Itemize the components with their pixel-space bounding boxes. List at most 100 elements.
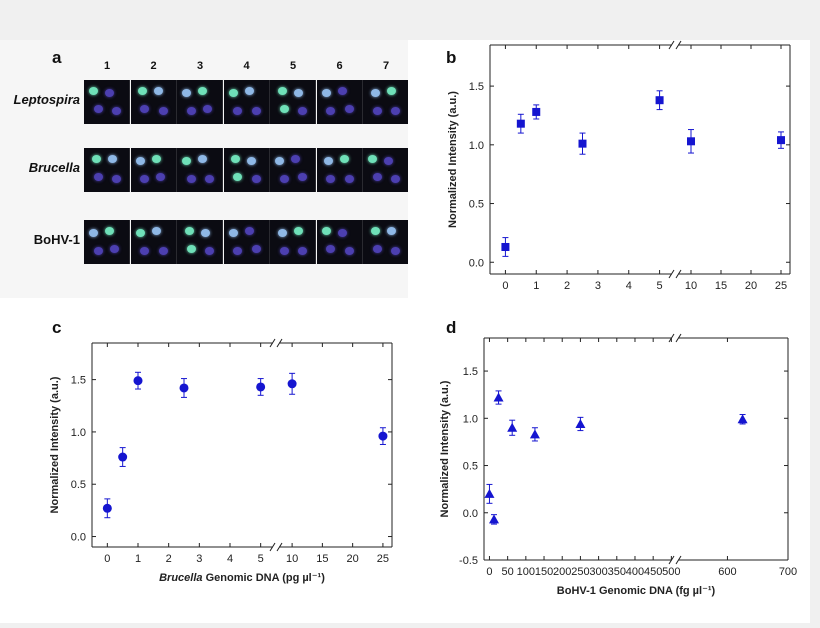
- fluorescent-spot: [140, 174, 150, 183]
- fluorescent-spot: [158, 246, 168, 255]
- data-point: [501, 242, 510, 251]
- y-axis-label: Normalized Intensity (a.u.): [447, 91, 459, 228]
- x-tick-label: 700: [779, 566, 797, 578]
- fluorescent-spot: [182, 89, 192, 98]
- x-tick-label: 0: [486, 566, 492, 578]
- x-tick-label: 1: [135, 553, 141, 565]
- x-tick-label: 15: [715, 280, 727, 292]
- data-point: [578, 139, 587, 148]
- microarray-tile: [177, 148, 223, 192]
- axis-break-mark: [675, 555, 682, 565]
- y-tick-label: 1.0: [469, 140, 484, 152]
- x-tick-label: 25: [775, 280, 787, 292]
- x-tick-label: 4: [227, 553, 233, 565]
- axis-break-mark: [668, 269, 675, 279]
- microarray-tile: [363, 148, 409, 192]
- axis-break-mark: [276, 542, 283, 552]
- data-point: [287, 379, 297, 389]
- lane-number: 7: [382, 60, 390, 72]
- fluorescent-spot: [109, 244, 119, 253]
- microarray-tile: [223, 80, 270, 124]
- y-tick-label: 1.5: [71, 375, 86, 387]
- lane-number: 6: [336, 60, 343, 72]
- data-point: [655, 96, 664, 105]
- microarray-tile: [316, 148, 363, 192]
- fluorescent-spot: [368, 155, 378, 163]
- panel-b-chart: b 0.0 0.5 1.0 1.5 0 1 2 3 4 5 10 15 20 25 Normalized I…: [408, 40, 810, 311]
- y-tick-label: 1.5: [463, 366, 478, 378]
- y-tick-label: -0.5: [459, 555, 478, 567]
- panel-letter-d: d: [446, 318, 457, 337]
- x-tick-label: 25: [377, 553, 389, 565]
- x-tick-label: 3: [595, 280, 601, 292]
- fluorescent-spot: [112, 174, 122, 183]
- data-point: [118, 452, 128, 462]
- data-point: [378, 431, 388, 441]
- panel-d-chart: d -0.5 0.0 0.5 1.0 1.5 0 50 100 150 200 250 300 350 4…: [408, 298, 810, 623]
- fluorescent-spot: [93, 246, 103, 255]
- data-point: [256, 382, 266, 392]
- y-tick-label: 0.5: [469, 199, 484, 211]
- x-axis-label: Brucella Genomic DNA (pg µl⁻¹): [159, 572, 325, 584]
- x-tick-label: 100: [517, 566, 535, 578]
- fluorescent-spot: [370, 227, 380, 235]
- fluorescent-spot: [91, 155, 101, 163]
- fluorescent-spot: [337, 229, 347, 238]
- fluorescent-spot: [89, 87, 99, 95]
- data-point: [777, 136, 785, 145]
- row-label: Brucella: [28, 160, 80, 175]
- fluorescent-spot: [151, 155, 161, 163]
- axis-break-mark: [675, 333, 682, 343]
- x-tick-label: 450: [644, 566, 662, 578]
- fluorescent-spot: [200, 229, 210, 238]
- data-point: [575, 418, 586, 428]
- chart-b-svg: 0.0 0.5 1.0 1.5 0 1 2 3 4 5 10 15 20 25 Normalized Int…: [447, 40, 791, 311]
- microarray-tile: [84, 80, 130, 124]
- fluorescent-spot: [275, 157, 285, 166]
- x-tick-label: 250: [571, 566, 589, 578]
- fluorescent-spot: [277, 87, 287, 95]
- fluorescent-spot: [158, 106, 168, 115]
- fluorescent-spot: [344, 246, 354, 255]
- x-tick-label: 300: [589, 566, 607, 578]
- fluorescent-spot: [112, 106, 122, 115]
- fluorescent-spot: [251, 106, 261, 115]
- fluorescent-spot: [293, 227, 303, 235]
- x-tick-label: 5: [258, 553, 264, 565]
- x-tick-label: 0: [502, 280, 508, 292]
- x-tick-label: 350: [608, 566, 626, 578]
- microarray-tile: [130, 148, 177, 192]
- row-label: BoHV-1: [33, 232, 80, 247]
- fluorescent-spot: [321, 227, 331, 235]
- fluorescent-spot: [391, 174, 401, 183]
- data-point: [102, 503, 112, 513]
- fluorescent-spot: [107, 155, 117, 163]
- fluorescent-spot: [251, 244, 261, 253]
- axis-break-mark: [269, 338, 276, 348]
- x-tick-label: 3: [196, 553, 202, 565]
- y-axis-label: Normalized Intensity (a.u.): [439, 380, 451, 517]
- fluorescent-spot: [372, 106, 382, 115]
- data-point: [737, 414, 748, 424]
- fluorescent-spot: [138, 87, 147, 95]
- data-point: [489, 514, 500, 524]
- fluorescent-spot: [344, 104, 354, 113]
- fluorescent-spot: [140, 246, 150, 255]
- data-point: [516, 119, 525, 128]
- x-tick-label: 2: [564, 280, 570, 292]
- fluorescent-spot: [279, 104, 289, 113]
- x-tick-label: 0: [104, 553, 110, 565]
- fluorescent-spot: [326, 174, 336, 183]
- x-axis-label-text: Genomic DNA (pg µl⁻¹): [203, 572, 326, 584]
- x-axis-label-italic: Brucella: [159, 572, 202, 584]
- y-tick-label: 1.0: [463, 413, 478, 425]
- y-tick-label: 1.0: [71, 427, 86, 439]
- chart-d-svg: -0.5 0.0 0.5 1.0 1.5 0 50 100 150 200 250 300 350 400…: [439, 333, 797, 597]
- microarray-tile: [316, 80, 363, 124]
- microarray-tile: [177, 80, 223, 124]
- axis-break-mark: [276, 338, 283, 348]
- fluorescent-spot: [247, 157, 257, 166]
- fluorescent-spot: [93, 172, 103, 181]
- fluorescent-spot: [202, 104, 212, 113]
- x-tick-label: 4: [626, 280, 632, 292]
